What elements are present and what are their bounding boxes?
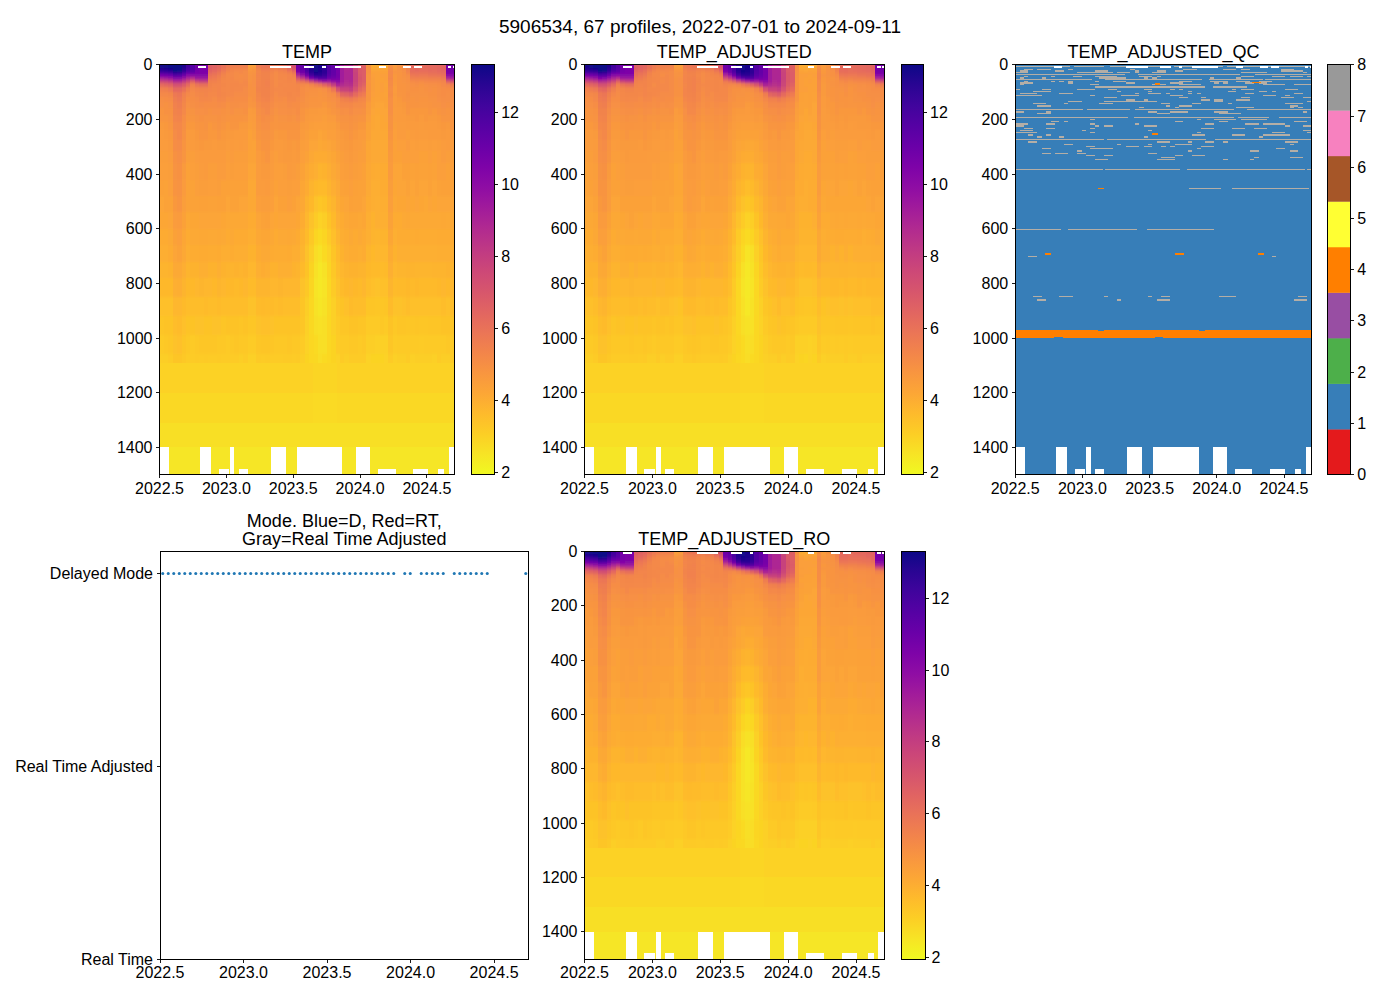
svg-text:1200: 1200 [973,384,1009,401]
svg-text:4: 4 [932,877,941,894]
svg-text:1200: 1200 [542,869,578,886]
svg-text:0: 0 [144,56,153,73]
svg-text:2024.5: 2024.5 [470,964,519,981]
svg-text:Delayed Mode: Delayed Mode [50,565,153,582]
svg-text:5: 5 [1357,210,1366,227]
svg-text:Real Time: Real Time [81,951,153,968]
svg-text:4: 4 [1357,261,1366,278]
svg-text:1000: 1000 [973,330,1009,347]
svg-text:2023.5: 2023.5 [269,480,318,497]
svg-text:2024.5: 2024.5 [1260,480,1309,497]
svg-text:2024.0: 2024.0 [336,480,385,497]
svg-text:2024.5: 2024.5 [832,480,881,497]
svg-text:2: 2 [932,949,941,966]
svg-text:200: 200 [981,111,1008,128]
svg-text:2024.5: 2024.5 [402,480,451,497]
svg-text:0: 0 [1357,466,1366,483]
svg-text:1000: 1000 [542,815,578,832]
svg-text:1200: 1200 [117,384,153,401]
svg-text:600: 600 [551,220,578,237]
svg-text:200: 200 [126,111,153,128]
svg-text:1000: 1000 [542,330,578,347]
svg-text:400: 400 [126,166,153,183]
svg-text:10: 10 [930,176,948,193]
svg-text:Gray=Real Time Adjusted: Gray=Real Time Adjusted [242,529,447,549]
svg-text:1: 1 [1357,415,1366,432]
svg-text:600: 600 [126,220,153,237]
svg-text:2023.0: 2023.0 [219,964,268,981]
svg-text:2023.5: 2023.5 [303,964,352,981]
svg-text:2: 2 [1357,364,1366,381]
svg-text:12: 12 [501,104,519,121]
svg-text:800: 800 [551,760,578,777]
svg-text:TEMP_ADJUSTED_QC: TEMP_ADJUSTED_QC [1067,42,1259,63]
svg-text:10: 10 [501,176,519,193]
svg-text:Mode. Blue=D, Red=RT,: Mode. Blue=D, Red=RT, [247,511,442,531]
svg-text:6: 6 [1357,159,1366,176]
svg-text:10: 10 [932,662,950,679]
svg-text:1400: 1400 [542,439,578,456]
svg-text:2023.5: 2023.5 [696,480,745,497]
svg-text:TEMP: TEMP [282,42,332,62]
svg-text:2023.5: 2023.5 [1125,480,1174,497]
svg-text:8: 8 [1357,56,1366,73]
svg-text:2022.5: 2022.5 [135,480,184,497]
svg-text:4: 4 [930,392,939,409]
svg-text:8: 8 [501,248,510,265]
svg-text:800: 800 [551,275,578,292]
svg-text:400: 400 [551,652,578,669]
svg-text:6: 6 [501,320,510,337]
svg-text:200: 200 [551,111,578,128]
svg-text:1400: 1400 [542,923,578,940]
svg-text:Real Time Adjusted: Real Time Adjusted [15,758,153,775]
svg-text:12: 12 [930,104,948,121]
svg-text:0: 0 [569,56,578,73]
svg-text:8: 8 [932,733,941,750]
svg-text:800: 800 [981,275,1008,292]
svg-text:6: 6 [930,320,939,337]
svg-text:2024.0: 2024.0 [764,480,813,497]
svg-text:2023.0: 2023.0 [628,480,677,497]
svg-text:7: 7 [1357,108,1366,125]
svg-text:0: 0 [999,56,1008,73]
svg-text:2022.5: 2022.5 [991,480,1040,497]
svg-text:2024.0: 2024.0 [386,964,435,981]
svg-text:0: 0 [569,543,578,560]
svg-text:1400: 1400 [117,439,153,456]
svg-text:2024.0: 2024.0 [1192,480,1241,497]
svg-text:600: 600 [981,220,1008,237]
svg-text:8: 8 [930,248,939,265]
svg-text:2024.5: 2024.5 [832,964,881,981]
svg-text:400: 400 [981,166,1008,183]
svg-text:200: 200 [551,597,578,614]
svg-text:2: 2 [930,464,939,481]
svg-text:12: 12 [932,590,950,607]
svg-text:6: 6 [932,805,941,822]
svg-text:600: 600 [551,706,578,723]
svg-text:TEMP_ADJUSTED_RO: TEMP_ADJUSTED_RO [638,529,830,550]
svg-text:1000: 1000 [117,330,153,347]
svg-text:800: 800 [126,275,153,292]
svg-text:2023.0: 2023.0 [202,480,251,497]
svg-text:2023.0: 2023.0 [1058,480,1107,497]
svg-text:TEMP_ADJUSTED: TEMP_ADJUSTED [657,42,812,63]
svg-text:2: 2 [501,464,510,481]
svg-text:2022.5: 2022.5 [560,964,609,981]
svg-text:2023.0: 2023.0 [628,964,677,981]
svg-text:2022.5: 2022.5 [560,480,609,497]
svg-text:2023.5: 2023.5 [696,964,745,981]
svg-text:3: 3 [1357,312,1366,329]
svg-text:1400: 1400 [973,439,1009,456]
svg-text:4: 4 [501,392,510,409]
svg-text:400: 400 [551,166,578,183]
svg-text:5906534, 67 profiles, 2022-07-: 5906534, 67 profiles, 2022-07-01 to 2024… [499,16,901,37]
svg-text:1200: 1200 [542,384,578,401]
svg-text:2024.0: 2024.0 [764,964,813,981]
